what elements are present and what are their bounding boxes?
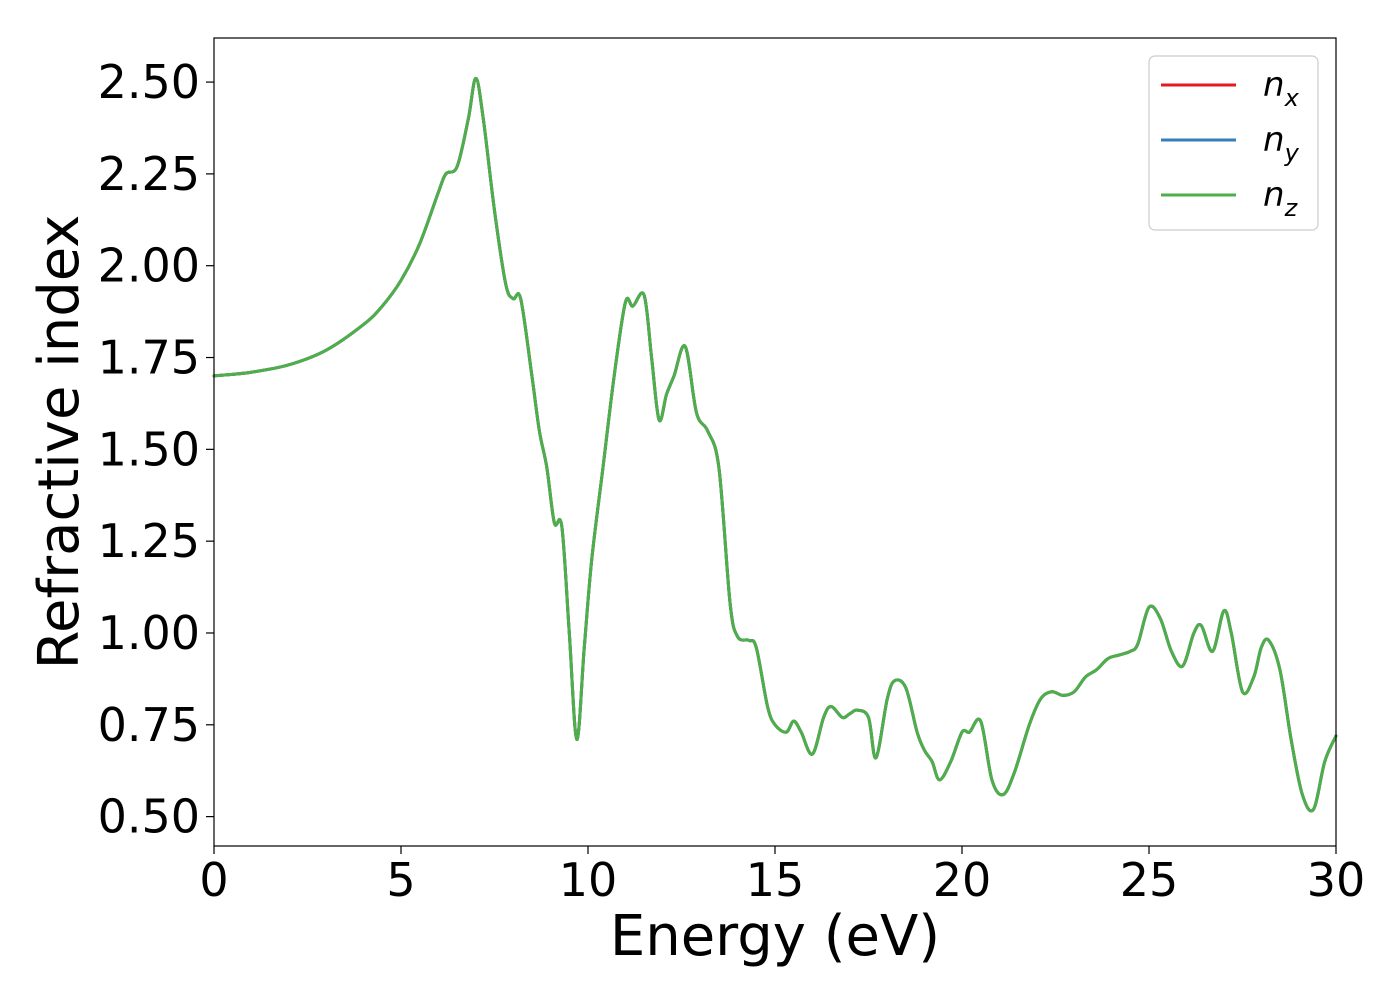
- x-tick-label: 15: [746, 853, 805, 907]
- y-axis-ticks: 0.50 0.75 1.00 1.25 1.50 1.75 2.00 2.25 2.50: [98, 55, 214, 844]
- y-tick-label: 2.00: [98, 239, 200, 293]
- x-tick-label: 10: [559, 853, 618, 907]
- y-tick-label: 0.50: [98, 790, 200, 844]
- y-tick-label: 1.00: [98, 606, 200, 660]
- y-tick-label: 2.50: [98, 55, 200, 109]
- y-tick-label: 1.25: [98, 514, 200, 568]
- x-axis-label: Energy (eV): [610, 904, 940, 969]
- legend-label-z: nz: [1263, 175, 1299, 222]
- x-tick-label: 30: [1307, 853, 1366, 907]
- legend-label-x: nx: [1263, 65, 1300, 112]
- legend: nx ny nz: [1148, 55, 1319, 231]
- y-tick-label: 0.75: [98, 698, 200, 752]
- x-tick-label: 0: [199, 853, 228, 907]
- y-axis-label: Refractive index: [27, 215, 92, 670]
- legend-box: [1148, 55, 1319, 231]
- x-tick-label: 5: [386, 853, 415, 907]
- series-layer: [212, 76, 1338, 813]
- y-tick-label: 1.50: [98, 422, 200, 476]
- x-tick-label: 20: [933, 853, 992, 907]
- series-line-z: [212, 76, 1338, 813]
- y-tick-label: 1.75: [98, 331, 200, 385]
- y-tick-label: 2.25: [98, 147, 200, 201]
- x-tick-label: 25: [1120, 853, 1179, 907]
- x-axis-ticks: 0 5 10 15 20 25 30: [199, 846, 1365, 907]
- legend-label-y: ny: [1263, 120, 1300, 167]
